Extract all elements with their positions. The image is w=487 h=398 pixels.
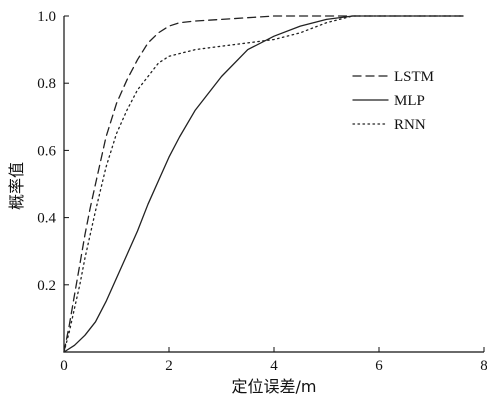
legend-label-lstm: LSTM (394, 69, 434, 85)
series-lines (63, 15, 464, 353)
axes (63, 16, 484, 353)
x-axis-title: 定位误差/m (232, 377, 317, 396)
series-line-lstm (63, 15, 464, 353)
x-tick-label-0: 0 (60, 358, 68, 374)
x-tick-label-6: 6 (375, 358, 383, 374)
legend-label-rnn: RNN (394, 117, 426, 133)
series-line-rnn (63, 15, 464, 353)
y-tick-label-0.8: 0.8 (37, 76, 56, 92)
y-tick-label-1.0: 1.0 (37, 9, 56, 25)
tick-marks (63, 15, 485, 352)
x-tick-label-8: 8 (480, 358, 487, 374)
legend: LSTM MLP RNN (352, 69, 434, 133)
y-tick-label-0.4: 0.4 (37, 211, 56, 227)
tick-labels: 0 2 4 6 8 0.2 0.4 0.6 0.8 1.0 (37, 9, 487, 374)
y-axis-title: 概率值 (7, 162, 26, 210)
series-line-mlp (63, 15, 464, 353)
y-tick-label-0.6: 0.6 (37, 143, 56, 159)
x-tick-label-4: 4 (270, 358, 278, 374)
legend-label-mlp: MLP (394, 93, 425, 109)
y-tick-label-0.2: 0.2 (37, 278, 56, 294)
x-tick-label-2: 2 (165, 358, 173, 374)
